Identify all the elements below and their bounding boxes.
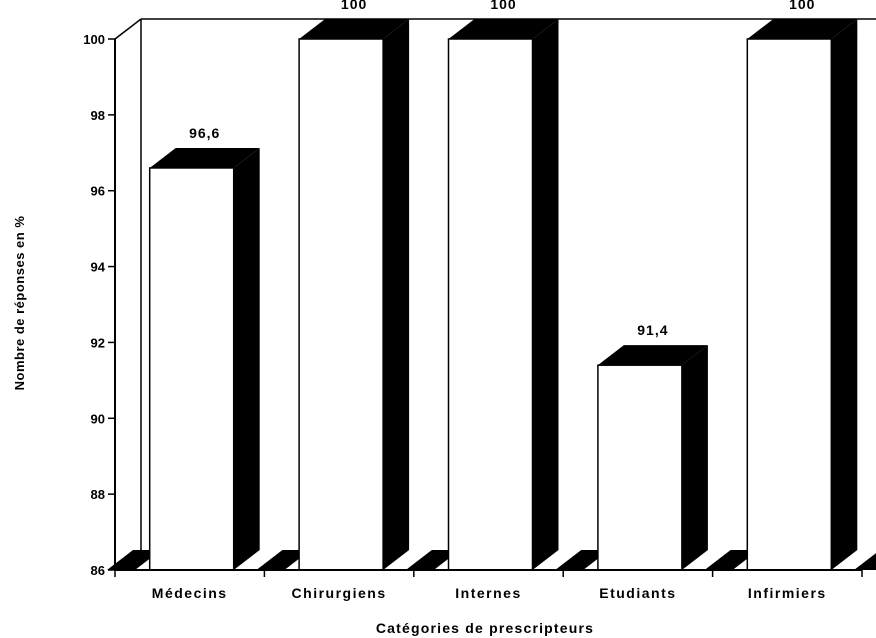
bar xyxy=(597,364,683,571)
floor-segment xyxy=(256,550,311,570)
bar xyxy=(298,38,384,571)
y-tick-label: 96 xyxy=(91,184,105,199)
x-tick-label: Infirmiers xyxy=(748,585,827,601)
x-tick-label: Médecins xyxy=(152,585,228,601)
x-tick-label: Chirurgiens xyxy=(292,585,387,601)
bar-side xyxy=(681,345,708,570)
bar-side xyxy=(532,19,559,570)
floor-segment xyxy=(854,553,876,570)
y-axis-title: Nombre de réponses en % xyxy=(12,216,27,391)
bar xyxy=(148,167,235,571)
y-tick-label: 88 xyxy=(91,487,105,502)
chart-frame xyxy=(107,18,876,571)
bar-top xyxy=(597,345,708,366)
data-label: 100 xyxy=(789,0,815,12)
floor-segment xyxy=(107,550,161,570)
bar-group: 100 xyxy=(746,0,858,571)
y-axis: 86 88 90 92 94 96 98 100 xyxy=(83,32,116,578)
y-tick-label: 92 xyxy=(91,335,105,350)
bar-group: 91,4 xyxy=(597,322,708,571)
y-tick-label: 100 xyxy=(83,32,105,47)
x-tick-label: Etudiants xyxy=(599,585,676,601)
bar xyxy=(746,38,833,571)
bar xyxy=(447,38,534,571)
bar-group: 100 xyxy=(447,0,559,571)
y-tick-label: 90 xyxy=(91,411,105,426)
bar-top xyxy=(149,147,260,168)
y-tick-label: 98 xyxy=(91,108,105,123)
floor-segment xyxy=(405,550,460,570)
x-axis-title: Catégories de prescripteurs xyxy=(376,620,594,636)
y-tick-label: 94 xyxy=(91,260,106,275)
bar-top xyxy=(299,19,410,39)
data-label: 91,4 xyxy=(637,322,668,338)
data-label: 96,6 xyxy=(189,125,220,141)
y-tick-label: 86 xyxy=(91,563,105,578)
bar-side xyxy=(831,19,858,570)
bar-group: 96,6 xyxy=(148,125,260,571)
bar-top xyxy=(448,19,559,39)
bars: 96,6 100 100 91,4 100 xyxy=(148,0,858,571)
data-label: 100 xyxy=(341,0,367,12)
wall-corner-top xyxy=(114,18,142,40)
bar-side xyxy=(233,147,260,570)
x-axis: Médecins Chirurgiens Internes Etudiants Infi… xyxy=(114,569,863,601)
bar-side xyxy=(383,19,410,570)
bar-top xyxy=(747,19,858,39)
bar-group: 100 xyxy=(298,0,410,571)
floor-segment xyxy=(704,550,759,570)
floor-segment xyxy=(555,550,610,570)
data-label: 100 xyxy=(490,0,516,12)
x-tick-label: Internes xyxy=(455,585,521,601)
